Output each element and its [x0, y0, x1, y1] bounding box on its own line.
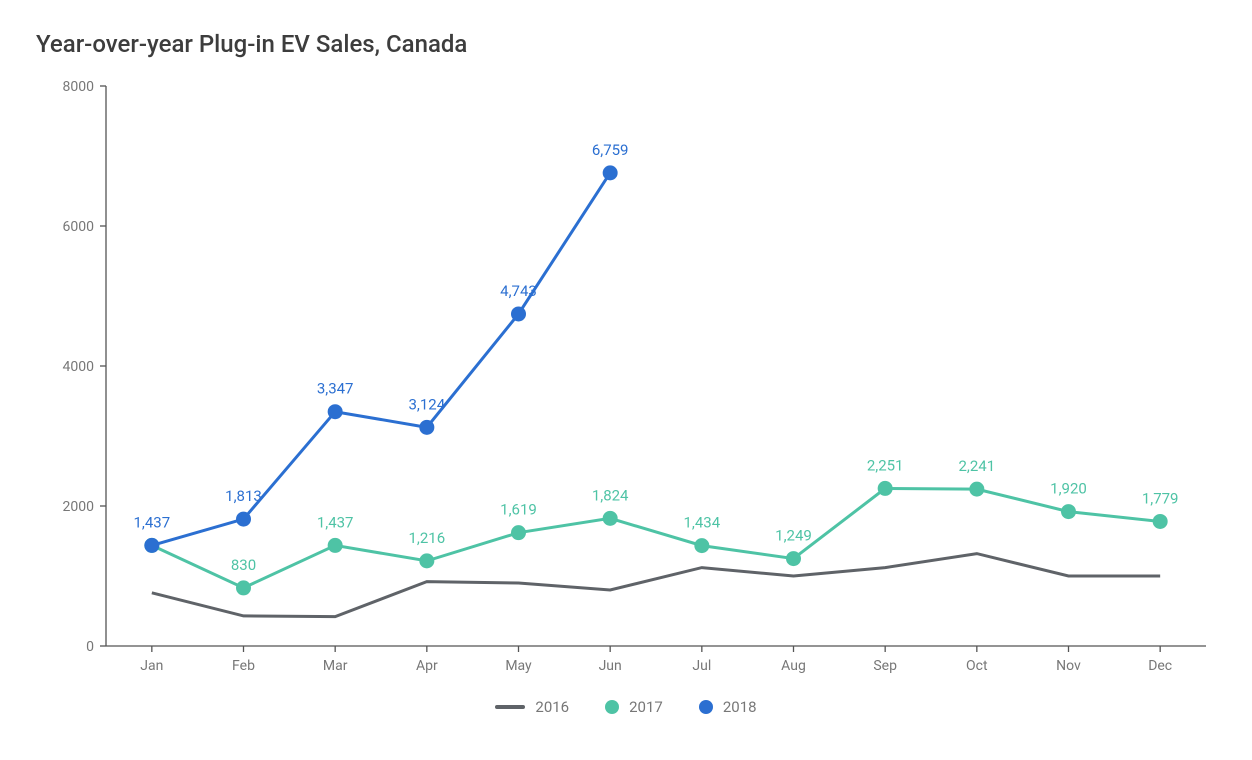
- x-tick-label: Mar: [323, 658, 348, 674]
- series-point-2017: [1153, 514, 1168, 529]
- x-tick-label: May: [505, 658, 532, 674]
- series-line-2016: [152, 554, 1160, 617]
- x-tick-label: Jun: [599, 658, 622, 674]
- legend-item-2017: 2017: [605, 698, 663, 716]
- series-line-2017: [152, 488, 1160, 587]
- series-label-2018: 1,437: [133, 513, 170, 531]
- y-tick-label: 0: [86, 639, 94, 655]
- legend-label: 2018: [723, 698, 757, 716]
- series-point-2017: [969, 482, 984, 497]
- series-point-2018: [328, 404, 343, 419]
- series-point-2018: [511, 306, 526, 321]
- series-point-2017: [1061, 504, 1076, 519]
- series-label-2018: 6,759: [592, 141, 629, 159]
- series-label-2017: 830: [231, 556, 256, 574]
- series-label-2017: 1,437: [317, 513, 354, 531]
- series-line-2018: [152, 173, 610, 546]
- legend-label: 2017: [629, 698, 663, 716]
- legend-item-2016: 2016: [495, 698, 569, 716]
- x-tick-label: Sep: [873, 658, 897, 674]
- series-label-2017: 1,619: [500, 501, 537, 519]
- legend-swatch: [605, 700, 619, 714]
- series-label-2017: 1,249: [775, 527, 812, 545]
- series-point-2017: [511, 525, 526, 540]
- series-point-2018: [144, 538, 159, 553]
- series-point-2017: [603, 511, 618, 526]
- series-point-2018: [236, 512, 251, 527]
- x-tick-label: Apr: [416, 658, 438, 674]
- x-tick-label: Oct: [966, 658, 988, 674]
- x-tick-label: Nov: [1056, 658, 1081, 674]
- series-point-2017: [328, 538, 343, 553]
- x-tick-label: Dec: [1148, 658, 1172, 674]
- series-label-2017: 1,216: [408, 529, 445, 547]
- legend-label: 2016: [535, 698, 569, 716]
- series-point-2018: [419, 420, 434, 435]
- series-label-2017: 1,824: [592, 486, 629, 504]
- x-tick-label: Aug: [781, 658, 806, 674]
- legend-swatch: [699, 700, 713, 714]
- series-point-2017: [694, 538, 709, 553]
- chart-svg: 0 2000 4000 6000 8000 Jan Feb Mar Apr May Jun Jul Au…: [30, 76, 1220, 686]
- series-label-2018: 3,347: [317, 380, 354, 398]
- series-point-2018: [603, 165, 618, 180]
- y-tick-label: 6000: [63, 219, 95, 235]
- series-point-2017: [236, 580, 251, 595]
- y-tick-label: 2000: [63, 499, 95, 515]
- chart-legend: 2016 2017 2018: [30, 698, 1222, 716]
- y-tick-label: 8000: [63, 79, 95, 95]
- x-tick-label: Jan: [140, 658, 163, 674]
- y-tick-label: 4000: [63, 359, 95, 375]
- legend-item-2018: 2018: [699, 698, 757, 716]
- series-label-2017: 1,920: [1050, 480, 1087, 498]
- series-label-2018: 3,124: [408, 395, 445, 413]
- series-point-2017: [878, 481, 893, 496]
- series-label-2017: 2,241: [958, 457, 995, 475]
- series-label-2017: 2,251: [867, 456, 904, 474]
- chart-container: Year-over-year Plug-in EV Sales, Canada …: [0, 0, 1252, 760]
- chart-title: Year-over-year Plug-in EV Sales, Canada: [36, 30, 1222, 58]
- series-point-2017: [786, 551, 801, 566]
- x-tick-label: Jul: [692, 658, 711, 674]
- series-label-2018: 4,743: [500, 282, 537, 300]
- series-label-2017: 1,434: [683, 514, 720, 532]
- series-label-2017: 1,779: [1142, 489, 1179, 507]
- series-point-2017: [419, 553, 434, 568]
- legend-swatch: [495, 705, 525, 709]
- x-tick-label: Feb: [232, 658, 255, 674]
- series-label-2018: 1,813: [225, 487, 262, 505]
